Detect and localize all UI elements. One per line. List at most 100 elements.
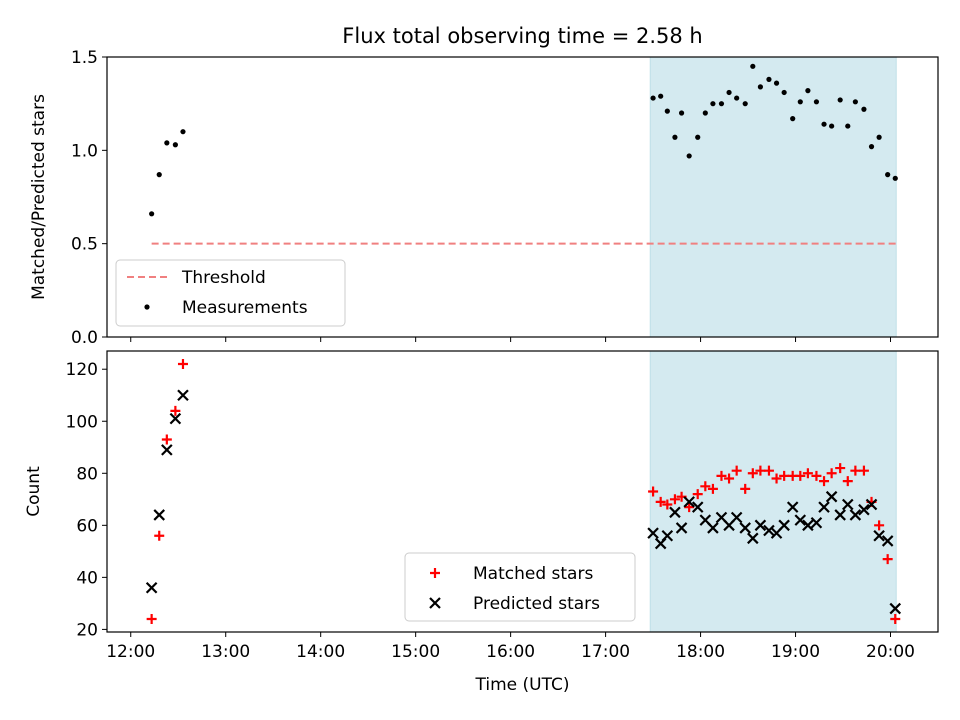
data-point — [734, 95, 740, 101]
data-point — [170, 405, 181, 416]
data-point — [805, 88, 811, 94]
y-tick-label: 1.0 — [71, 141, 98, 161]
legend-matched-swatch — [430, 568, 440, 578]
data-point — [876, 134, 882, 140]
data-point — [731, 465, 742, 476]
data-point — [648, 486, 659, 497]
data-point — [786, 501, 799, 513]
chart-title: Flux total observing time = 2.58 h — [342, 24, 702, 48]
data-point — [161, 444, 173, 456]
y-tick-label: 120 — [66, 360, 98, 380]
data-point — [691, 501, 704, 513]
legend-measurements-swatch — [144, 304, 150, 310]
data-point — [835, 463, 846, 474]
data-point — [700, 481, 711, 492]
data-point — [172, 142, 178, 148]
data-point — [821, 121, 827, 127]
data-point — [763, 465, 774, 476]
data-point — [754, 519, 767, 532]
data-point — [702, 110, 708, 116]
data-point — [818, 501, 830, 513]
data-point — [889, 602, 902, 615]
data-point — [718, 101, 725, 107]
data-point — [781, 89, 787, 96]
data-point — [795, 470, 806, 481]
data-point — [885, 172, 891, 178]
data-point — [858, 465, 869, 476]
legend-threshold-label: Threshold — [181, 268, 266, 288]
y-tick-label: 100 — [66, 412, 98, 432]
data-point — [740, 483, 751, 494]
data-point — [757, 84, 764, 90]
data-point — [779, 470, 790, 481]
data-point — [790, 116, 796, 122]
data-point — [684, 502, 695, 513]
data-point — [778, 519, 790, 532]
y-tick-label: 20 — [76, 620, 98, 640]
data-point — [658, 93, 664, 99]
y-axis-label: Count — [24, 466, 44, 517]
data-point — [794, 514, 807, 526]
data-point — [145, 581, 158, 594]
data-point — [882, 554, 893, 565]
data-point — [678, 110, 685, 116]
data-point — [892, 175, 898, 181]
legend-matched-label: Matched stars — [473, 564, 593, 584]
data-point — [842, 476, 853, 487]
data-point — [837, 97, 843, 103]
data-point — [811, 470, 822, 481]
data-point — [154, 530, 165, 541]
data-point — [149, 211, 155, 217]
data-point — [810, 516, 823, 529]
y-tick-label: 0.5 — [71, 235, 98, 255]
y-tick-label: 60 — [76, 516, 98, 536]
data-point — [802, 468, 813, 479]
data-point — [669, 494, 680, 505]
data-point — [707, 483, 718, 494]
data-point — [180, 129, 186, 135]
top-panel: 0.0 0.5 1.0 1.5 Matched/Predicted stars Flux … — [29, 24, 939, 348]
data-point — [177, 359, 188, 370]
data-point — [650, 95, 656, 101]
data-point — [164, 140, 170, 146]
data-point — [868, 144, 875, 150]
data-point — [739, 522, 751, 534]
data-point — [664, 108, 670, 114]
legend-measurements-label: Measurements — [182, 298, 308, 318]
data-point — [813, 99, 820, 105]
axes-frame — [106, 56, 939, 338]
data-point — [841, 498, 854, 511]
data-point — [826, 468, 837, 479]
y-tick-label: 40 — [76, 568, 98, 588]
data-point — [755, 465, 766, 476]
data-point — [861, 106, 867, 112]
observing-interval-shade — [649, 350, 897, 633]
x-tick-label: 12:00 — [106, 642, 155, 662]
data-point — [647, 527, 659, 539]
data-point — [724, 473, 735, 484]
data-point — [852, 99, 858, 105]
x-tick-label: 16:00 — [486, 642, 535, 662]
data-point — [766, 76, 772, 82]
x-tick-label: 14:00 — [296, 642, 345, 662]
legend-box — [404, 552, 636, 622]
data-point — [858, 503, 870, 516]
data-point — [169, 412, 182, 425]
observing-interval-shade — [649, 56, 897, 338]
data-point — [834, 509, 846, 521]
legend-box — [115, 259, 346, 327]
x-tick-label: 15:00 — [391, 642, 440, 662]
data-point — [849, 509, 862, 521]
legend: Matched stars Predicted stars — [404, 552, 636, 622]
data-point — [850, 465, 861, 476]
y-tick-label: 0.0 — [71, 328, 98, 348]
x-axis-label: Time (UTC) — [475, 675, 570, 695]
data-point — [716, 470, 727, 481]
data-point — [156, 172, 162, 178]
data-point — [773, 80, 780, 86]
data-point — [802, 519, 814, 532]
data-point — [177, 389, 189, 402]
data-point — [797, 99, 803, 105]
legend-predicted-label: Predicted stars — [473, 594, 600, 614]
